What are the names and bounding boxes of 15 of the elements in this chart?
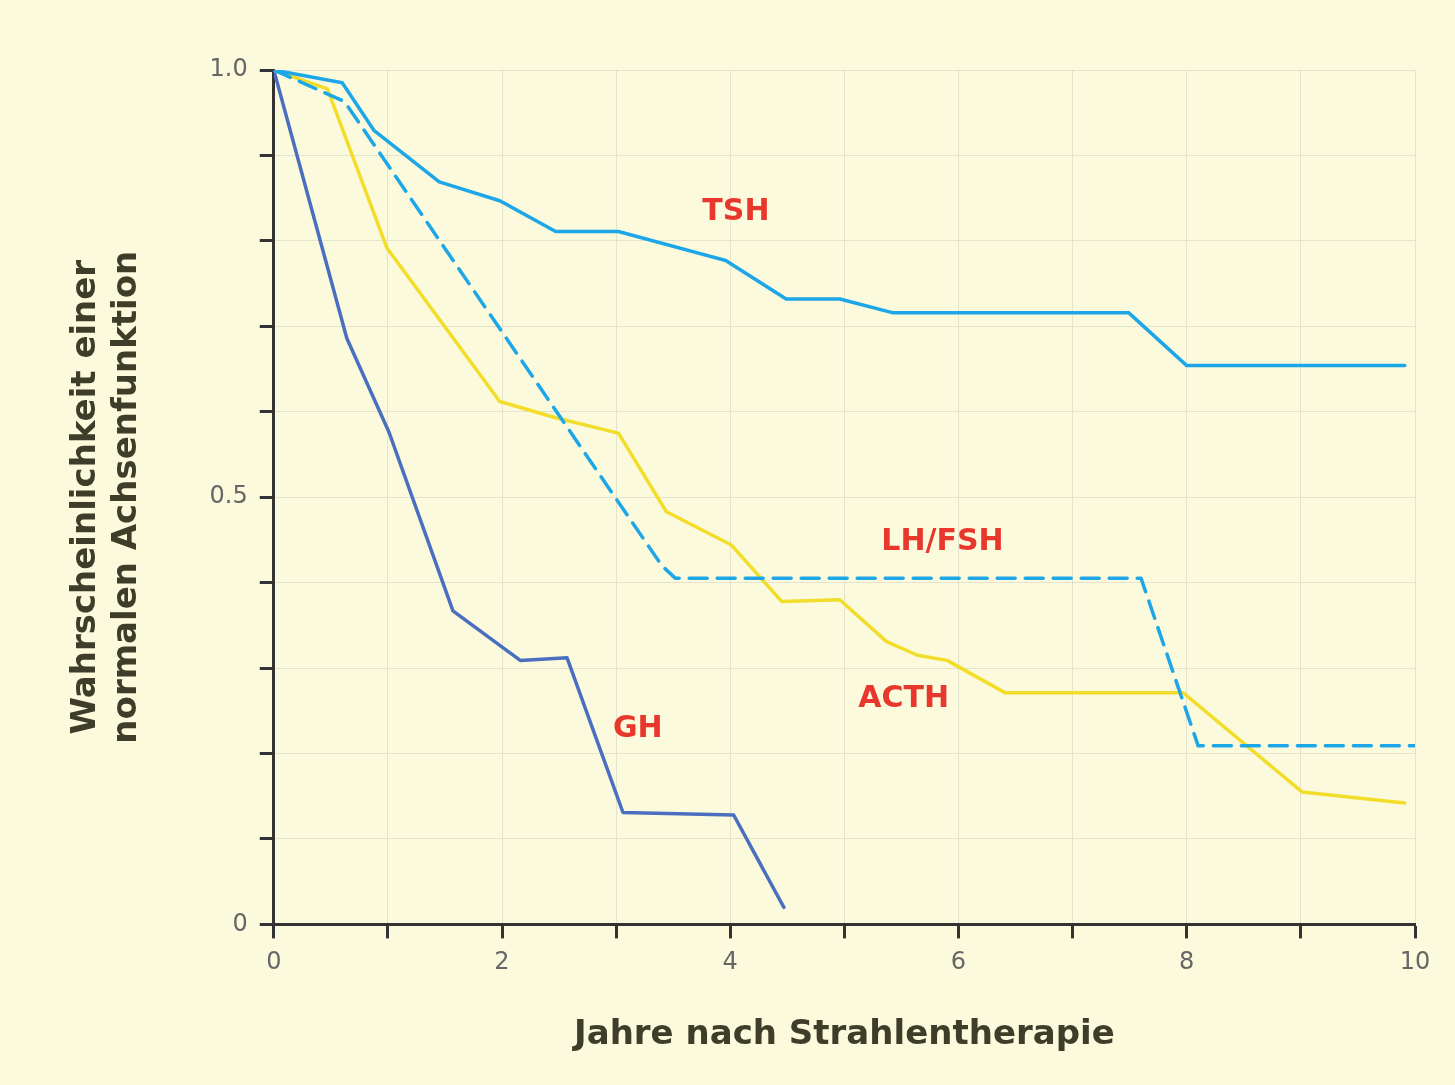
x-tick-label: 8 <box>1179 947 1195 976</box>
x-axis-title: Jahre nach Strahlentherapie <box>572 1012 1115 1053</box>
series-label: TSH <box>702 192 770 228</box>
y-tick-label: 0 <box>232 908 248 937</box>
y-axis-title: Wahrscheinlichkeit einer normalen Achsenfunktion <box>63 250 145 744</box>
x-tick-label: 0 <box>266 947 282 976</box>
x-tick-label: 6 <box>950 947 967 976</box>
series-label: GH <box>612 708 663 744</box>
series-label: LH/FSH <box>881 522 1004 558</box>
y-tick-label: 1.0 <box>209 54 248 83</box>
y-tick-label: 0.5 <box>209 481 248 510</box>
x-tick-label: 10 <box>1399 947 1431 976</box>
series-label: ACTH <box>858 678 950 714</box>
x-tick-label: 4 <box>722 947 738 976</box>
x-tick-label: 2 <box>494 947 510 976</box>
